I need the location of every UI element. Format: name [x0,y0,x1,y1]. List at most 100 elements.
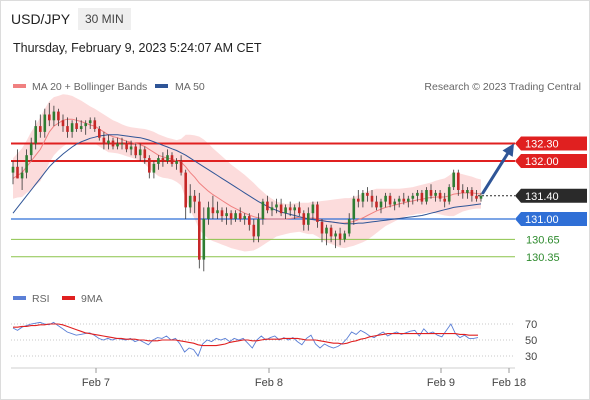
level-label-132.30: 132.30 [525,139,559,151]
candle-body [116,143,119,147]
ma20-line [12,118,482,224]
ma20-legend-label: MA 20 + Bollinger Bands [32,81,147,93]
level-tag-132.30 [515,136,587,151]
candle-body [152,163,156,173]
candle-body [343,233,346,240]
candle-body [352,198,356,219]
candle-body [325,227,328,234]
rsi-ma-legend-swatch [62,296,75,300]
candle-body [307,213,310,225]
candle-body [257,219,260,237]
candle-body [166,155,169,161]
candle-body [88,120,92,124]
candle-body [48,114,51,121]
level-tag-131.00 [515,212,587,226]
moving-averages [12,118,482,225]
level-lines [11,142,515,258]
rsi-legend-swatch [13,296,26,300]
candle-body [11,166,15,173]
level-tag-132.00 [515,154,587,168]
candle-body [202,219,206,260]
candle-body [293,207,296,211]
rsi-ma-line [13,323,478,347]
level-label-131.00: 131.00 [525,214,559,226]
candle-body [211,207,215,214]
candle-body [375,201,378,208]
candle-body [184,172,187,208]
candle-body [388,195,392,205]
candle-body [261,201,265,219]
candle-body [475,195,478,199]
candle-body [52,111,56,121]
rsi-tick-70: 70 [525,319,537,331]
x-tick-label: Feb 7 [82,377,110,389]
candle-body [311,204,315,214]
candle-body [148,158,151,173]
candle-body [157,158,160,164]
timeframe-badge[interactable]: 30 MIN [78,8,131,30]
candle-body [234,213,237,219]
rsi-lines [12,321,479,357]
x-tick-label: Feb 8 [255,377,283,389]
candle-body [397,198,401,202]
candle-body [120,143,124,145]
candle-body [188,195,192,208]
candle-body [16,166,19,179]
candle-body [243,216,246,219]
candle-body [329,227,333,237]
candle-body [316,204,319,222]
candle-body [288,207,292,211]
candle-body [207,207,210,219]
candle-body [225,213,228,217]
candle-body [452,172,455,188]
candle-body [125,143,128,150]
rsi-tick-30: 30 [525,351,537,363]
candle-body [434,192,437,196]
rsi-tick-50: 50 [525,335,537,347]
candle-body [161,158,165,161]
bollinger-band [13,94,481,252]
candle-body [379,201,383,208]
candle-body [175,161,178,164]
level-label-130.65: 130.65 [526,234,560,246]
x-axis: Feb 7 Feb 8 Feb 9 Feb 18 [82,368,526,389]
target-arrow-head [502,143,514,157]
candle-body [438,192,442,199]
candle-body [370,195,374,202]
candle-body [334,233,337,237]
candle-body [111,140,115,147]
candle-body [416,192,419,196]
candle-body [420,192,424,202]
rsi-ma-legend-label: 9MA [81,293,103,305]
candle-body [134,146,137,156]
candle-body [61,120,65,127]
level-label-132.00: 132.00 [525,156,559,168]
rsi-gridlines: 70 50 30 [11,319,537,363]
candle-body [447,187,451,202]
candle-body [338,233,342,240]
candle-body [84,123,87,127]
candle-body [143,149,147,159]
candle-body [266,201,269,211]
candle-body [411,195,415,199]
timestamp: Thursday, February 9, 2023 5:24:07 AM CE… [13,41,262,55]
candle-body [29,143,33,156]
ma20-legend-swatch [13,84,26,88]
ma50-legend-swatch [155,84,168,88]
candle-body [248,216,251,225]
candle-body [402,198,406,202]
candle-body [479,195,483,199]
candle-body [179,161,183,173]
level-label-131.40: 131.40 [525,191,559,203]
level-label-130.35: 130.35 [526,252,560,264]
candle-body [347,219,351,234]
candle-body [407,198,410,202]
candle-body [107,140,110,144]
candle-body [25,155,28,173]
candle-body [20,172,24,179]
candle-body [129,146,133,150]
candle-body [220,210,224,217]
candle-body [98,129,101,138]
candle-body [138,149,142,156]
x-tick-label: Feb 9 [427,377,455,389]
